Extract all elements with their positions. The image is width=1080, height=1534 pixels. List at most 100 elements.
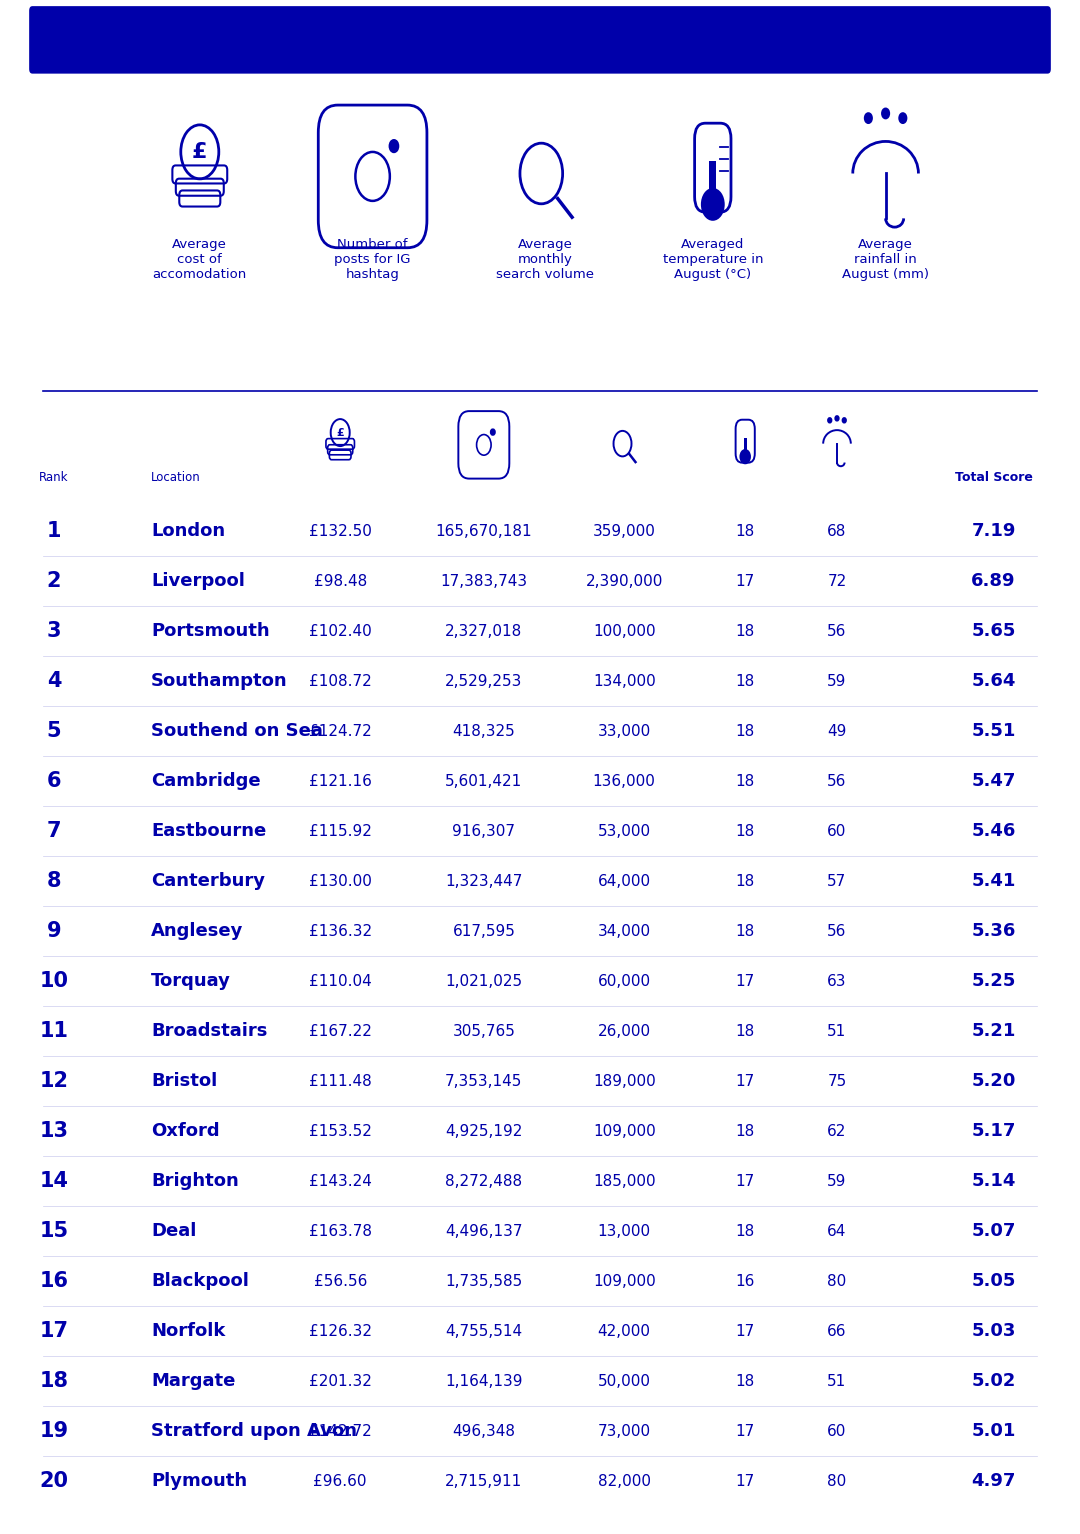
Text: Canterbury: Canterbury [151, 873, 266, 890]
Text: 82,000: 82,000 [597, 1474, 651, 1490]
Text: 13,000: 13,000 [597, 1224, 651, 1239]
Text: 33,000: 33,000 [597, 724, 651, 739]
Text: Cambridge: Cambridge [151, 772, 261, 790]
Text: 64,000: 64,000 [597, 874, 651, 888]
Text: 59: 59 [827, 673, 847, 689]
Text: 5,601,421: 5,601,421 [445, 773, 523, 788]
Text: £167.22: £167.22 [309, 1023, 372, 1039]
Text: 11: 11 [40, 1022, 68, 1042]
Text: London: London [151, 522, 226, 540]
Text: 5.01: 5.01 [971, 1422, 1016, 1440]
Text: £136.32: £136.32 [309, 923, 372, 939]
Text: 63: 63 [827, 974, 847, 989]
Text: Location: Location [151, 471, 201, 483]
Text: Total Score: Total Score [955, 471, 1032, 483]
Text: Margate: Margate [151, 1373, 235, 1390]
Text: 617,595: 617,595 [453, 923, 515, 939]
Text: £163.78: £163.78 [309, 1224, 372, 1239]
Text: 1: 1 [46, 522, 62, 542]
Text: 305,765: 305,765 [453, 1023, 515, 1039]
Text: 185,000: 185,000 [593, 1174, 656, 1189]
Text: Brighton: Brighton [151, 1172, 239, 1190]
Text: £110.04: £110.04 [309, 974, 372, 989]
Text: 17: 17 [735, 574, 755, 589]
Text: Blackpool: Blackpool [151, 1272, 249, 1290]
Text: 60,000: 60,000 [597, 974, 651, 989]
Text: 18: 18 [735, 724, 755, 739]
Text: Average
rainfall in
August (mm): Average rainfall in August (mm) [842, 238, 929, 281]
Text: 15: 15 [40, 1221, 68, 1241]
Text: 5.25: 5.25 [971, 973, 1016, 991]
Text: Oxford: Oxford [151, 1123, 220, 1140]
Text: £126.32: £126.32 [309, 1324, 372, 1339]
Text: 4: 4 [46, 672, 62, 692]
Text: 75: 75 [827, 1074, 847, 1089]
Text: 6: 6 [46, 772, 62, 792]
Text: 7.19: 7.19 [971, 522, 1016, 540]
Text: 17: 17 [735, 974, 755, 989]
Text: £142.72: £142.72 [309, 1424, 372, 1439]
Text: The UK’s Top Staycation Destinations: The UK’s Top Staycation Destinations [159, 23, 921, 57]
Text: 17: 17 [735, 1474, 755, 1490]
Text: Eastbourne: Eastbourne [151, 822, 267, 841]
Text: 9: 9 [46, 922, 62, 942]
Text: Rank: Rank [39, 471, 69, 483]
Text: 50,000: 50,000 [597, 1374, 651, 1388]
Text: Southend on Sea: Southend on Sea [151, 723, 323, 741]
Text: 72: 72 [827, 574, 847, 589]
Text: 5.21: 5.21 [971, 1022, 1016, 1040]
Text: 60: 60 [827, 824, 847, 839]
Text: Deal: Deal [151, 1223, 197, 1241]
Text: 57: 57 [827, 874, 847, 888]
Text: 10: 10 [40, 971, 68, 991]
Text: £143.24: £143.24 [309, 1174, 372, 1189]
Text: 20: 20 [40, 1471, 68, 1491]
Text: 359,000: 359,000 [593, 523, 656, 538]
Text: 5.07: 5.07 [971, 1223, 1016, 1241]
Text: 5.51: 5.51 [971, 723, 1016, 741]
Text: 56: 56 [827, 773, 847, 788]
Text: 51: 51 [827, 1374, 847, 1388]
Text: 109,000: 109,000 [593, 1273, 656, 1289]
Text: 916,307: 916,307 [453, 824, 515, 839]
Text: 1,164,139: 1,164,139 [445, 1374, 523, 1388]
Text: 7,353,145: 7,353,145 [445, 1074, 523, 1089]
Text: 16: 16 [40, 1272, 68, 1292]
Text: 60: 60 [827, 1424, 847, 1439]
Text: 1,323,447: 1,323,447 [445, 874, 523, 888]
Text: 18: 18 [735, 1224, 755, 1239]
Text: 42,000: 42,000 [597, 1324, 651, 1339]
Text: 4,496,137: 4,496,137 [445, 1224, 523, 1239]
Text: 2,715,911: 2,715,911 [445, 1474, 523, 1490]
Text: Number of
posts for IG
hashtag: Number of posts for IG hashtag [335, 238, 410, 281]
Text: 59: 59 [827, 1174, 847, 1189]
Text: 73,000: 73,000 [597, 1424, 651, 1439]
Text: 18: 18 [735, 773, 755, 788]
Text: 496,348: 496,348 [453, 1424, 515, 1439]
Text: Average
monthly
search volume: Average monthly search volume [497, 238, 594, 281]
Text: 3: 3 [46, 621, 62, 641]
Text: 49: 49 [827, 724, 847, 739]
Text: 7: 7 [46, 821, 62, 841]
Text: £: £ [336, 428, 345, 437]
Text: Norfolk: Norfolk [151, 1322, 226, 1341]
Text: £121.16: £121.16 [309, 773, 372, 788]
Text: £96.60: £96.60 [313, 1474, 367, 1490]
Text: 16: 16 [735, 1273, 755, 1289]
Text: 5.17: 5.17 [971, 1123, 1016, 1140]
Text: 18: 18 [735, 1124, 755, 1138]
Text: 18: 18 [735, 923, 755, 939]
Text: Anglesey: Anglesey [151, 922, 244, 940]
Text: £201.32: £201.32 [309, 1374, 372, 1388]
Text: 5.02: 5.02 [971, 1373, 1016, 1390]
Text: 136,000: 136,000 [593, 773, 656, 788]
Text: 80: 80 [827, 1273, 847, 1289]
Text: 2,390,000: 2,390,000 [585, 574, 663, 589]
Text: £102.40: £102.40 [309, 624, 372, 638]
Text: 134,000: 134,000 [593, 673, 656, 689]
Text: 18: 18 [735, 874, 755, 888]
Text: 26,000: 26,000 [597, 1023, 651, 1039]
Text: 5.36: 5.36 [971, 922, 1016, 940]
Text: 51: 51 [827, 1023, 847, 1039]
Text: 17: 17 [735, 1324, 755, 1339]
